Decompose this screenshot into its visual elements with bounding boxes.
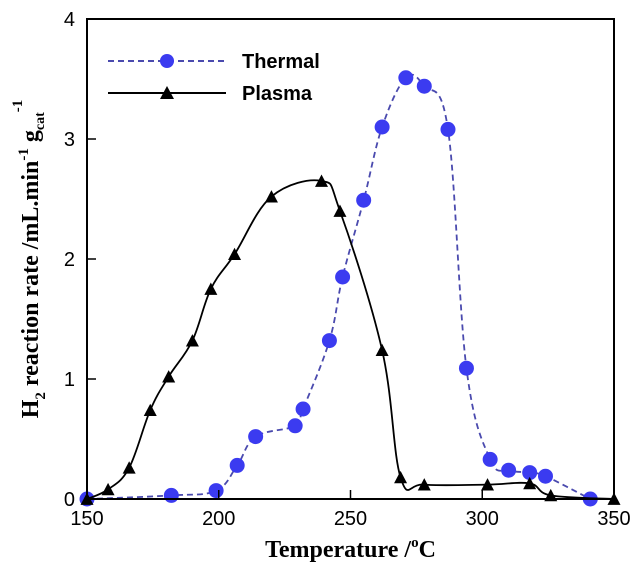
data-point-thermal	[287, 418, 303, 434]
data-point-plasma	[204, 282, 218, 295]
x-tick-label: 300	[466, 508, 499, 530]
data-point-plasma	[375, 343, 389, 357]
y-tick-label: 1	[64, 369, 75, 391]
y-tick-label: 4	[64, 9, 75, 31]
data-point-plasma	[101, 482, 115, 496]
series-line-plasma	[86, 179, 615, 500]
data-point-thermal	[229, 457, 245, 473]
y-tick-label: 2	[64, 249, 75, 271]
y-axis-title-sup2: -1	[10, 100, 26, 113]
legend-thermal-marker	[160, 54, 174, 68]
x-axis-title-sup: o	[411, 535, 419, 551]
data-point-thermal	[458, 360, 474, 376]
legend-plasma-label: Plasma	[242, 83, 313, 105]
series-line-thermal	[86, 73, 591, 500]
data-point-thermal	[440, 121, 456, 137]
data-point-thermal	[163, 487, 179, 503]
data-point-thermal	[321, 333, 337, 349]
legend-plasma-marker	[160, 86, 174, 99]
y-axis-title-sup1: -1	[16, 148, 32, 161]
data-point-thermal	[208, 483, 224, 499]
x-axis-title-tail: C	[419, 537, 436, 563]
data-point-plasma	[185, 334, 199, 347]
y-axis-title-h-sub: 2	[33, 392, 49, 400]
y-axis-title-main: reaction rate /mL.min	[18, 161, 44, 393]
x-axis-title: Temperature /oC	[265, 535, 436, 563]
data-point-plasma	[162, 370, 176, 383]
legend: Thermal Plasma	[108, 51, 320, 105]
data-point-plasma	[394, 470, 408, 484]
data-point-thermal	[356, 192, 372, 208]
data-point-plasma	[481, 478, 495, 491]
data-point-thermal	[335, 269, 351, 285]
x-axis-title-main: Temperature /	[265, 537, 411, 563]
data-point-plasma	[122, 461, 136, 474]
y-axis-title: H2 reaction rate /mL.min-1 gcat-1	[10, 100, 49, 419]
x-tick-label: 250	[334, 508, 367, 530]
data-point-thermal	[416, 78, 432, 94]
data-point-plasma	[333, 204, 347, 217]
data-point-thermal	[482, 451, 498, 467]
data-point-plasma	[264, 190, 278, 203]
data-point-plasma	[523, 476, 537, 490]
data-point-thermal	[537, 468, 553, 484]
x-tick-label: 350	[597, 508, 630, 530]
legend-thermal-label: Thermal	[242, 51, 320, 73]
y-axis-title-h: H	[18, 399, 44, 418]
y-tick-label: 0	[64, 489, 75, 511]
y-axis-title-sub2: cat	[33, 112, 48, 130]
data-point-thermal	[374, 119, 390, 135]
data-point-thermal	[398, 70, 414, 86]
y-axis-title-mid: g	[18, 130, 44, 148]
data-point-thermal	[501, 462, 517, 478]
data-point-plasma	[315, 174, 329, 187]
x-tick-label: 150	[70, 508, 103, 530]
data-point-plasma	[417, 478, 431, 491]
x-tick-label: 200	[202, 508, 235, 530]
data-point-thermal	[295, 401, 311, 417]
data-point-thermal	[522, 465, 538, 481]
y-tick-label: 3	[64, 129, 75, 151]
data-point-plasma	[143, 403, 157, 417]
data-point-plasma	[228, 247, 242, 261]
data-point-thermal	[248, 429, 264, 445]
